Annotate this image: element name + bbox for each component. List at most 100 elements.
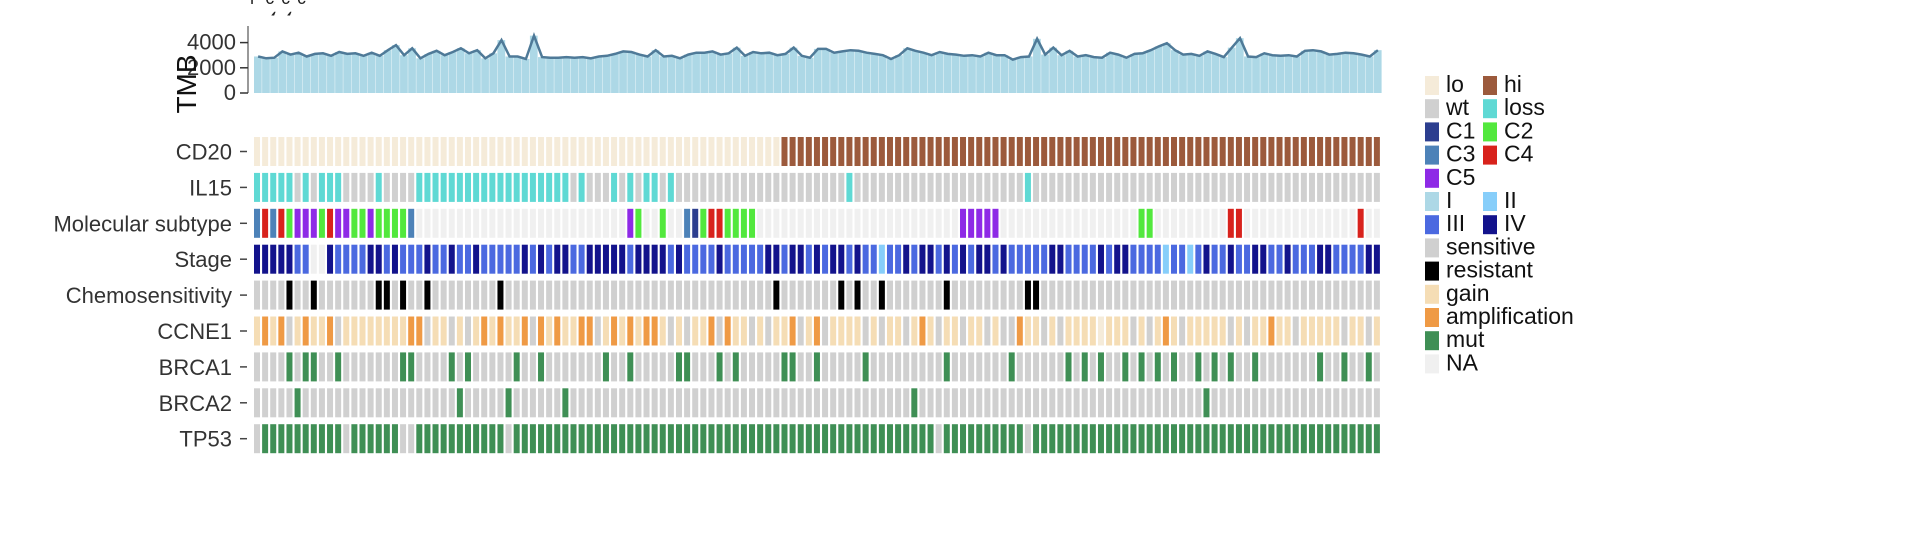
heatmap-cell [619,388,626,418]
heatmap-cell [1171,172,1178,202]
heatmap-cell [797,352,804,382]
heatmap-cell [489,388,496,418]
heatmap-cell [1000,172,1007,202]
heatmap-cell [1333,208,1340,238]
heatmap-cell [432,208,439,238]
heatmap-cell [1000,244,1007,274]
heatmap-cell [343,280,350,310]
heatmap-cell [1292,388,1299,418]
heatmap-cell [1073,316,1080,346]
heatmap-cell [1195,137,1202,166]
heatmap-cell [1016,316,1023,346]
heatmap-cell [489,208,496,238]
heatmap-cell [546,137,553,166]
heatmap-cell [960,280,967,310]
heatmap-cell [440,208,447,238]
heatmap-cell [1268,244,1275,274]
heatmap-cell [830,208,837,238]
heatmap-cell [1162,280,1169,310]
heatmap-cell [294,280,301,310]
heatmap-cell [1349,208,1356,238]
heatmap-cell [749,316,756,346]
heatmap-cell [960,208,967,238]
heatmap-cell [310,244,317,274]
tmb-bar [708,51,717,93]
heatmap-cell [375,244,382,274]
heatmap-cell [903,388,910,418]
heatmap-cell [513,244,520,274]
heatmap-cell [1057,316,1064,346]
heatmap-cell [1154,244,1161,274]
heatmap-cell [927,316,934,346]
heatmap-cell [1292,208,1299,238]
heatmap-cell [1203,244,1210,274]
legend-label: C1 [1446,117,1475,143]
heatmap-cell [1227,137,1234,166]
heatmap-cell [286,352,293,382]
heatmap-cell [830,424,837,454]
heatmap-cell [1276,316,1283,346]
legend-swatch [1483,122,1497,142]
heatmap-cell [546,280,553,310]
heatmap-cell [992,388,999,418]
heatmap-cell [789,172,796,202]
heatmap-cell [708,137,715,166]
heatmap-cell [448,280,455,310]
heatmap-cell [1065,172,1072,202]
heatmap-cell [1227,316,1234,346]
heatmap-cell [562,244,569,274]
tmb-bar [943,53,952,93]
heatmap-cell [611,352,618,382]
heatmap-cell [976,316,983,346]
heatmap-cell [716,137,723,166]
heatmap-cell [1333,280,1340,310]
heatmap-cell [1033,316,1040,346]
heatmap-cell [1154,316,1161,346]
heatmap-cell [1260,388,1267,418]
heatmap-cell [586,280,593,310]
heatmap-cell [1244,208,1251,238]
heatmap-cell [440,172,447,202]
heatmap-cell [1041,280,1048,310]
heatmap-cell [1057,244,1064,274]
heatmap-cell [651,280,658,310]
heatmap-cell [351,388,358,418]
heatmap-cell [757,352,764,382]
track-stage: Stage [175,244,1380,274]
heatmap-cell [489,172,496,202]
heatmap-cell [1357,352,1364,382]
heatmap-cell [935,424,942,454]
heatmap-cell [1308,352,1315,382]
heatmap-cell [1268,388,1275,418]
heatmap-cell [1000,280,1007,310]
heatmap-cell [602,424,609,454]
heatmap-cell [1106,424,1113,454]
heatmap-cell [976,388,983,418]
heatmap-cell [1122,352,1129,382]
heatmap-cell [935,244,942,274]
heatmap-cell [667,388,674,418]
heatmap-cell [675,137,682,166]
heatmap-cell [1049,208,1056,238]
heatmap-cell [619,280,626,310]
heatmap-cell [667,244,674,274]
heatmap-cell [635,208,642,238]
heatmap-cell [1089,172,1096,202]
heatmap-cell [1365,316,1372,346]
heatmap-cell [327,352,334,382]
heatmap-cell [635,352,642,382]
heatmap-cell [1260,172,1267,202]
heatmap-cell [708,280,715,310]
tmb-bar [1114,54,1122,93]
heatmap-cell [1357,208,1364,238]
heatmap-cell [1284,172,1291,202]
heatmap-cell [992,172,999,202]
heatmap-cell [1325,388,1332,418]
heatmap-cell [943,208,950,238]
heatmap-cell [302,316,309,346]
tmb-bar [335,52,343,93]
heatmap-cell [1308,280,1315,310]
heatmap-cell [781,280,788,310]
heatmap-cell [1073,208,1080,238]
